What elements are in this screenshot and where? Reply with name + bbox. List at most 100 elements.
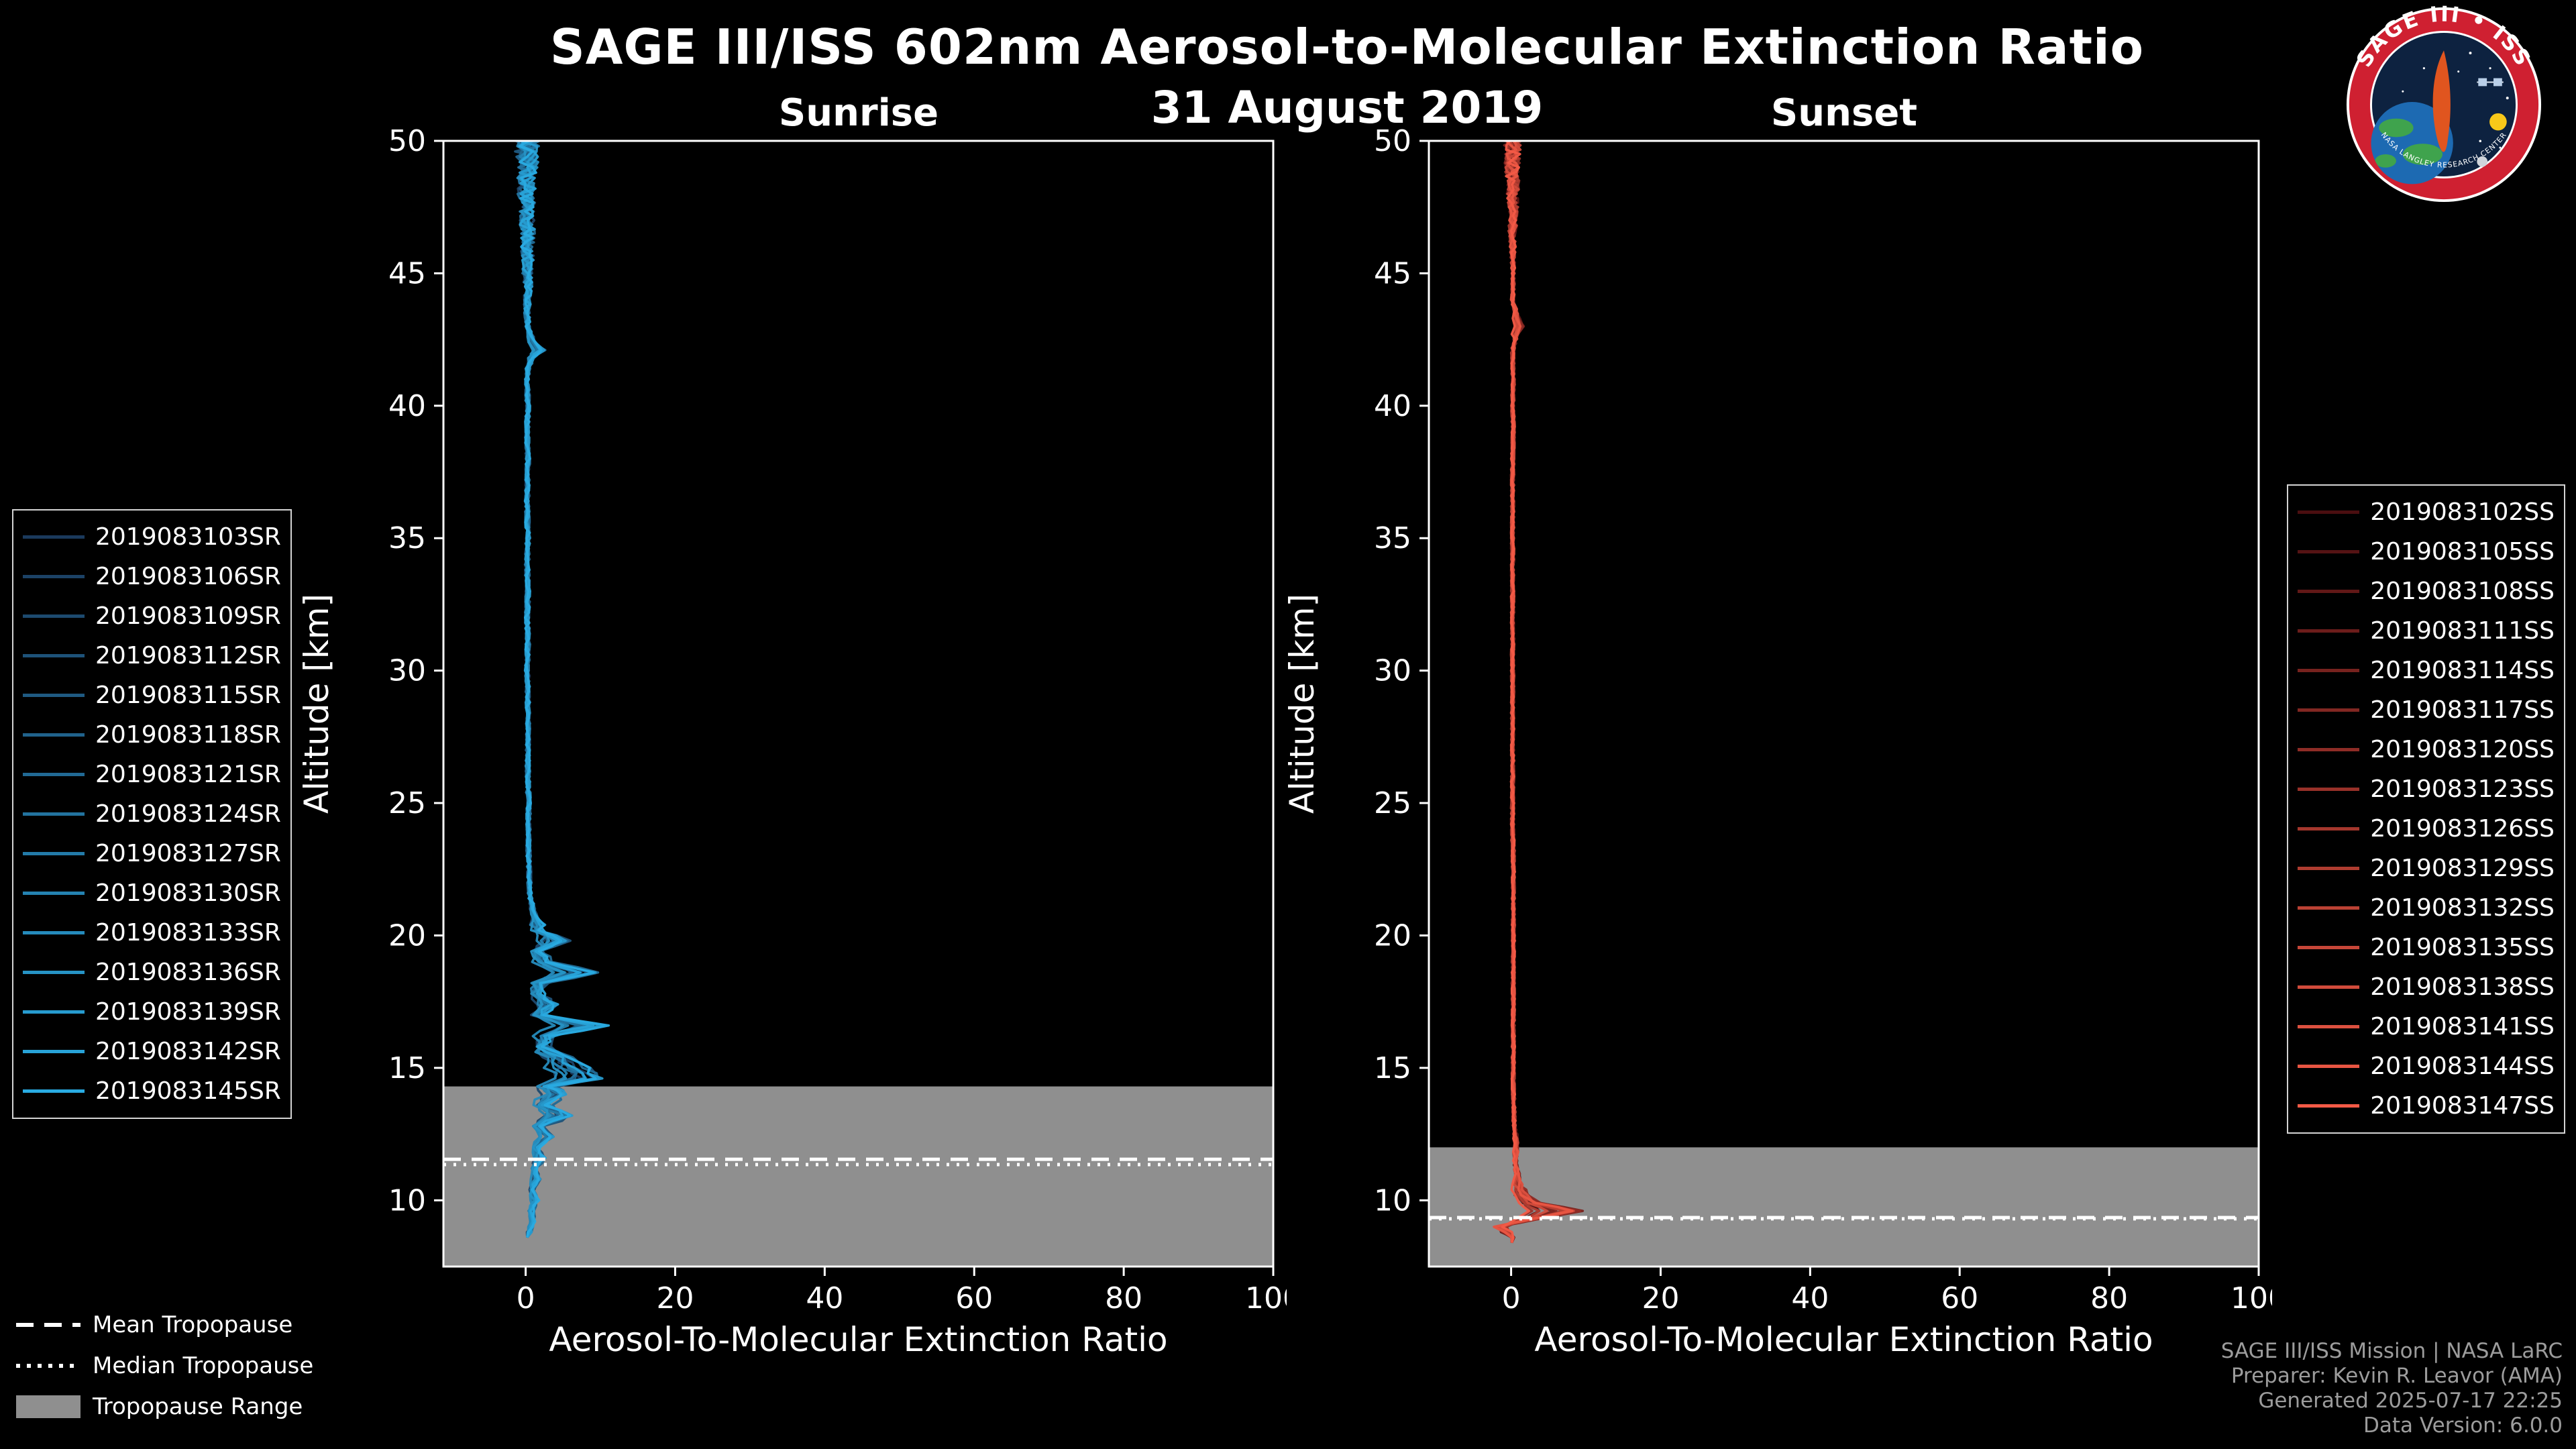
legend-item: 2019083123SS <box>2298 769 2555 809</box>
legend-label: 2019083144SS <box>2370 1053 2555 1080</box>
y-tick-label: 15 <box>1374 1051 1411 1085</box>
tropopause-range-label: Tropopause Range <box>93 1393 303 1420</box>
legend-color-line <box>23 892 85 895</box>
x-tick-label: 100 <box>2231 1281 2272 1316</box>
y-tick-label: 35 <box>388 521 426 555</box>
legend-label: 2019083133SR <box>95 919 281 947</box>
legend-label: 2019083120SS <box>2370 736 2555 763</box>
legend-label: 2019083102SS <box>2370 498 2555 526</box>
legend-item: 2019083127SR <box>23 834 281 873</box>
y-axis-label: Altitude [km] <box>297 594 336 814</box>
y-axis-label: Altitude [km] <box>1283 594 1322 814</box>
mean-tropopause-label: Mean Tropopause <box>93 1311 293 1338</box>
legend-color-line <box>23 773 85 776</box>
x-tick-label: 0 <box>517 1281 535 1316</box>
credit-preparer: Preparer: Kevin R. Leavor (AMA) <box>2231 1364 2563 1388</box>
legend-item: 2019083126SS <box>2298 809 2555 849</box>
legend-item: 2019083147SS <box>2298 1086 2555 1126</box>
legend-item: 2019083139SR <box>23 992 281 1032</box>
legend-row-mean-tropopause: Mean Tropopause <box>16 1304 313 1345</box>
legend-item: 2019083130SR <box>23 873 281 913</box>
legend-color-line <box>2298 1065 2360 1068</box>
sunset-legend: 2019083102SS 2019083105SS 2019083108SS 2019… <box>2287 484 2565 1134</box>
median-tropopause-label: Median Tropopause <box>93 1352 314 1379</box>
legend-item: 2019083142SR <box>23 1032 281 1071</box>
credit-mission: SAGE III/ISS Mission | NASA LaRC <box>2220 1339 2563 1363</box>
credits: SAGE III/ISS Mission | NASA LaRC Prepare… <box>2221 1339 2563 1438</box>
legend-label: 2019083124SR <box>95 800 281 828</box>
legend-label: 2019083130SR <box>95 879 281 907</box>
y-tick-label: 45 <box>388 256 426 290</box>
x-tick-label: 0 <box>1502 1281 1521 1316</box>
y-tick-label: 30 <box>1374 654 1411 688</box>
legend-label: 2019083117SS <box>2370 696 2555 724</box>
legend-item: 2019083109SR <box>23 596 281 636</box>
credit-generated: Generated 2025-07-17 22:25 <box>2258 1389 2563 1413</box>
y-tick-label: 30 <box>388 654 426 688</box>
legend-color-line <box>23 1010 85 1014</box>
figure-title: SAGE III/ISS 602nm Aerosol-to-Molecular … <box>549 19 2145 75</box>
legend-item: 2019083124SR <box>23 794 281 834</box>
legend-item: 2019083133SR <box>23 913 281 953</box>
legend-label: 2019083127SR <box>95 840 281 867</box>
x-tick-label: 60 <box>1941 1281 1978 1316</box>
legend-item: 2019083115SR <box>23 676 281 715</box>
legend-color-line <box>2298 511 2360 514</box>
legend-label: 2019083135SS <box>2370 934 2555 961</box>
legend-color-line <box>2298 708 2360 712</box>
legend-label: 2019083114SS <box>2370 657 2555 684</box>
y-tick-label: 50 <box>388 124 426 158</box>
logo-sun <box>2489 113 2507 131</box>
legend-item: 2019083138SS <box>2298 967 2555 1007</box>
legend-item: 2019083120SS <box>2298 730 2555 769</box>
legend-color-line <box>2298 788 2360 791</box>
profile-line <box>1501 141 1531 1243</box>
legend-color-line <box>2298 1104 2360 1108</box>
legend-color-line <box>23 1089 85 1093</box>
y-tick-label: 50 <box>1374 124 1411 158</box>
x-tick-label: 40 <box>806 1281 843 1316</box>
legend-label: 2019083112SR <box>95 642 281 669</box>
legend-label: 2019083109SR <box>95 602 281 630</box>
y-tick-label: 20 <box>388 918 426 953</box>
axes-spine <box>442 140 1275 1268</box>
x-tick-label: 80 <box>1105 1281 1142 1316</box>
logo-iss <box>2477 78 2504 87</box>
legend-label: 2019083145SR <box>95 1077 281 1105</box>
legend-item: 2019083135SS <box>2298 928 2555 967</box>
logo-stars <box>2402 52 2509 149</box>
tropopause-range-patch-sample <box>16 1395 80 1418</box>
legend-label: 2019083123SS <box>2370 775 2555 803</box>
x-tick-label: 40 <box>1791 1281 1829 1316</box>
legend-label: 2019083142SR <box>95 1038 281 1065</box>
y-tick-label: 15 <box>388 1051 426 1085</box>
legend-color-line <box>23 654 85 657</box>
legend-label: 2019083103SR <box>95 523 281 551</box>
credit-data-version: Data Version: 6.0.0 <box>2363 1413 2563 1438</box>
mean-tropopause-line-sample <box>16 1322 80 1327</box>
legend-label: 2019083108SS <box>2370 578 2555 605</box>
legend-color-line <box>2298 1025 2360 1028</box>
legend-item: 2019083132SS <box>2298 888 2555 928</box>
axes-spine <box>1428 140 2260 1268</box>
legend-color-line <box>23 694 85 697</box>
x-tick-label: 20 <box>656 1281 694 1316</box>
legend-item: 2019083144SS <box>2298 1046 2555 1086</box>
legend-item: 2019083121SR <box>23 755 281 794</box>
legend-color-line <box>23 971 85 974</box>
legend-item: 2019083129SS <box>2298 849 2555 888</box>
legend-label: 2019083136SR <box>95 959 281 986</box>
legend-color-line <box>23 852 85 855</box>
sage-iii-iss-logo: SAGE III • ISS NASA LANGLEY RESEARCH CEN… <box>2346 5 2542 203</box>
x-axis-label: Aerosol-To-Molecular Extinction Ratio <box>1534 1320 2153 1359</box>
sunrise-legend: 2019083103SR 2019083106SR 2019083109SR 2019… <box>12 509 292 1119</box>
legend-color-line <box>2298 669 2360 672</box>
y-tick-label: 10 <box>1374 1183 1411 1218</box>
legend-item: 2019083112SR <box>23 636 281 676</box>
legend-label: 2019083132SS <box>2370 894 2555 922</box>
tropopause-legend: Mean Tropopause Median Tropopause Tropop… <box>16 1304 313 1427</box>
x-tick-label: 20 <box>1642 1281 1679 1316</box>
y-tick-label: 25 <box>388 786 426 820</box>
legend-item: 2019083145SR <box>23 1071 281 1111</box>
